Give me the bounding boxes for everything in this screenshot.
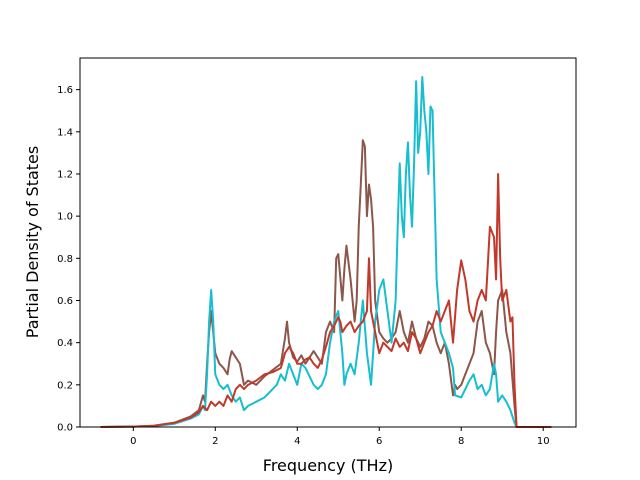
x-tick-label: 0 (130, 436, 136, 447)
y-tick-label: 0.2 (57, 380, 73, 391)
series-line-1 (100, 139, 552, 428)
x-axis-label: Frequency (THz) (263, 456, 393, 475)
series-line-3 (100, 172, 552, 428)
y-tick-label: 1.6 (57, 85, 73, 96)
y-tick-label: 1.2 (57, 169, 73, 180)
x-tick-label: 10 (537, 436, 550, 447)
y-tick-label: 0.6 (57, 296, 73, 307)
y-tick-label: 0.0 (57, 423, 73, 434)
y-tick-label: 1.0 (57, 212, 73, 223)
y-tick-label: 1.4 (57, 127, 73, 138)
x-tick-label: 4 (294, 436, 300, 447)
series-layer (100, 75, 552, 428)
plot-area (79, 57, 577, 428)
axes-frame (79, 57, 577, 428)
x-axis-ticks: 0 2 4 6 8 10 (130, 427, 550, 447)
x-tick-label: 2 (212, 436, 218, 447)
x-tick-label: 6 (376, 436, 382, 447)
axes-background (80, 58, 576, 427)
y-tick-label: 0.4 (57, 338, 73, 349)
x-tick-label: 8 (458, 436, 464, 447)
y-axis-label: Partial Density of States (23, 146, 42, 338)
y-tick-label: 0.8 (57, 254, 73, 265)
y-axis-ticks: 0.0 0.2 0.4 0.6 0.8 1.0 1.2 1.4 1.6 (57, 85, 80, 434)
